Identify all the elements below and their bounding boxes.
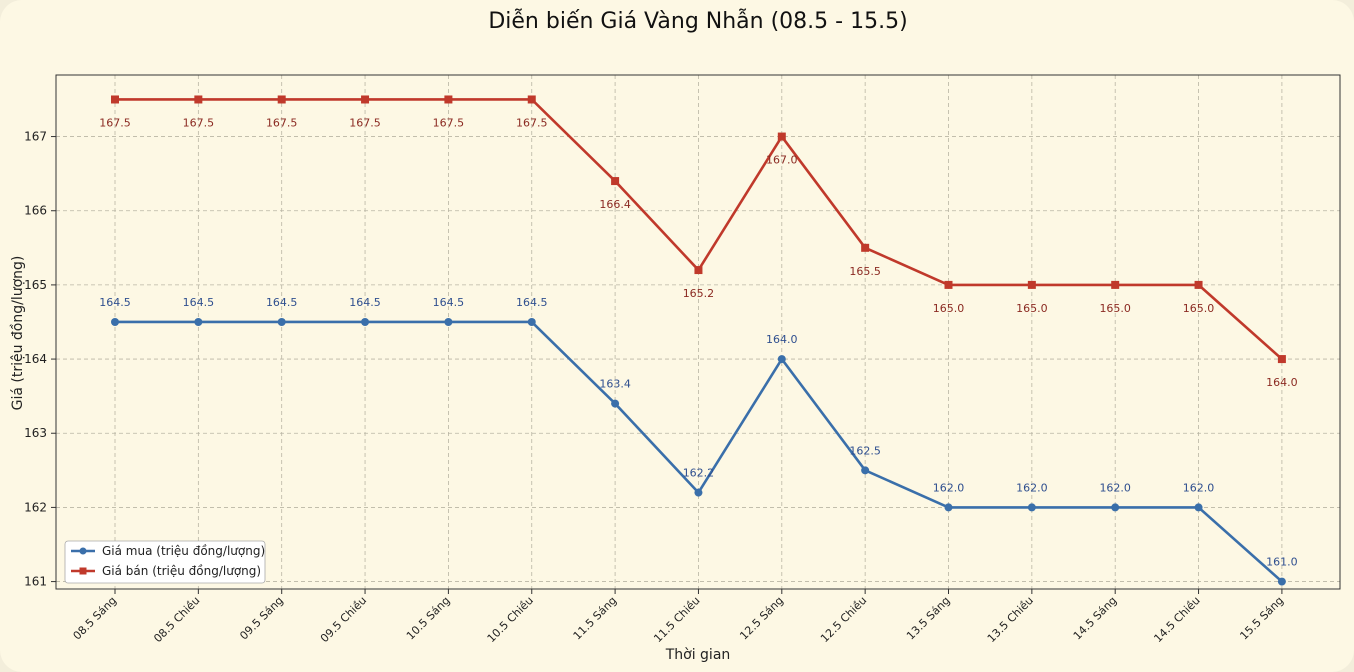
sell-price-point (444, 95, 453, 104)
buy-price-data-label: 162.5 (849, 444, 881, 457)
x-tick-label: 08.5 Sáng (71, 594, 120, 643)
sell-price-point (1194, 280, 1203, 289)
y-tick-label: 163 (24, 426, 47, 440)
y-tick-label: 167 (24, 130, 47, 144)
sell-price-data-label: 167.5 (433, 116, 465, 129)
x-tick-label: 09.5 Sáng (237, 594, 286, 643)
buy-price-data-label: 162.0 (933, 481, 965, 494)
buy-price-point (111, 317, 119, 326)
y-tick-label: 164 (24, 352, 47, 366)
buy-price-data-label: 164.5 (99, 296, 131, 309)
sell-price-data-label: 165.0 (1016, 302, 1048, 315)
legend-buy-label: Giá mua (triệu đồng/lượng) (102, 544, 265, 558)
legend-box (64, 540, 266, 584)
sell-price-point (1111, 280, 1120, 289)
sell-price-data-label: 167.5 (266, 116, 298, 129)
sell-price-data-label: 167.5 (516, 116, 548, 129)
sell-price-data-label: 164.0 (1266, 376, 1298, 389)
buy-price-point (527, 317, 536, 326)
sell-price-point (111, 95, 119, 104)
sell-price-point (611, 177, 620, 186)
buy-price-point (611, 399, 620, 408)
chart-title: Diễn biến Giá Vàng Nhẫn (08.5 - 15.5) (488, 8, 907, 34)
sell-price-data-label: 167.5 (99, 116, 131, 129)
buy-price-data-label: 164.5 (516, 296, 548, 309)
sell-price-point (361, 95, 370, 104)
buy-price-point (361, 317, 370, 326)
buy-price-point (1027, 503, 1036, 512)
sell-price-data-label: 165.0 (1099, 302, 1131, 315)
y-tick-label: 161 (24, 575, 47, 589)
x-tick-label: 09.5 Chiều (318, 594, 369, 645)
y-tick-label: 165 (24, 278, 47, 292)
buy-price-data-label: 164.5 (433, 296, 465, 309)
x-tick-label: 11.5 Chiều (651, 594, 702, 645)
x-tick-label: 10.5 Sáng (404, 594, 453, 643)
buy-price-point (944, 503, 953, 512)
buy-price-point (1277, 577, 1286, 586)
sell-price-data-label: 165.5 (849, 265, 881, 278)
sell-price-data-label: 167.5 (349, 116, 381, 129)
x-tick-label: 14.5 Sáng (1071, 594, 1120, 643)
x-tick-label: 08.5 Chiều (151, 594, 202, 645)
buy-price-point (694, 488, 703, 497)
buy-price-data-label: 164.0 (766, 333, 798, 346)
sell-price-point (277, 95, 286, 104)
buy-price-data-label: 161.0 (1266, 556, 1298, 569)
buy-price-data-label: 164.5 (183, 296, 215, 309)
sell-price-data-label: 167.5 (183, 116, 215, 129)
sell-price-point (1277, 355, 1286, 364)
buy-price-data-label: 162.0 (1099, 481, 1131, 494)
buy-price-point (861, 466, 870, 475)
buy-price-point (1111, 503, 1120, 512)
sell-price-point (194, 95, 203, 104)
x-tick-label: 12.5 Chiều (818, 594, 869, 645)
sell-price-data-label: 167.0 (766, 154, 798, 167)
sell-price-point (694, 266, 703, 275)
buy-price-point (277, 317, 286, 326)
x-axis-label: Thời gian (665, 647, 731, 663)
buy-price-point (444, 317, 453, 326)
sell-price-data-label: 165.0 (1183, 302, 1215, 315)
grid (56, 75, 1340, 589)
buy-price-point (777, 355, 786, 364)
x-tick-label: 13.5 Sáng (904, 594, 953, 643)
x-tick-label: 12.5 Sáng (737, 594, 786, 643)
sell-price-data-label: 166.4 (599, 198, 631, 211)
buy-price-data-label: 162.2 (683, 467, 715, 480)
y-tick-label: 162 (24, 500, 47, 514)
x-tick-label: 13.5 Chiều (985, 594, 1036, 645)
y-axis-label: Giá (triệu đồng/lượng) (9, 256, 26, 411)
x-tick-label: 10.5 Chiều (485, 594, 536, 645)
plot-frame (55, 74, 1341, 590)
buy-price-line (115, 320, 1283, 583)
legend-sell-marker (79, 567, 87, 575)
x-tick-label: 14.5 Chiều (1151, 594, 1202, 645)
buy-price-data-label: 163.4 (599, 378, 631, 391)
buy-price-point (194, 317, 203, 326)
legend-sell-label: Giá bán (triệu đồng/lượng) (102, 564, 261, 578)
x-tick-label: 11.5 Sáng (571, 594, 620, 643)
sell-price-point (777, 132, 786, 141)
sell-price-point (944, 280, 953, 289)
y-tick-label: 166 (24, 204, 47, 218)
buy-price-data-label: 162.0 (1183, 481, 1215, 494)
buy-price-point (1194, 503, 1203, 512)
sell-price-data-label: 165.0 (933, 302, 965, 315)
buy-price-data-label: 164.5 (349, 296, 381, 309)
buy-price-data-label: 162.0 (1016, 481, 1048, 494)
sell-price-point (1027, 280, 1036, 289)
sell-price-data-label: 165.2 (683, 287, 715, 300)
legend-buy-marker (79, 547, 87, 555)
legend: Giá mua (triệu đồng/lượng) Giá bán (triệu… (64, 540, 266, 584)
sell-price-point (527, 95, 536, 104)
x-tick-label: 15.5 Sáng (1237, 594, 1286, 643)
buy-price-data-label: 164.5 (266, 296, 298, 309)
sell-price-point (861, 243, 870, 252)
